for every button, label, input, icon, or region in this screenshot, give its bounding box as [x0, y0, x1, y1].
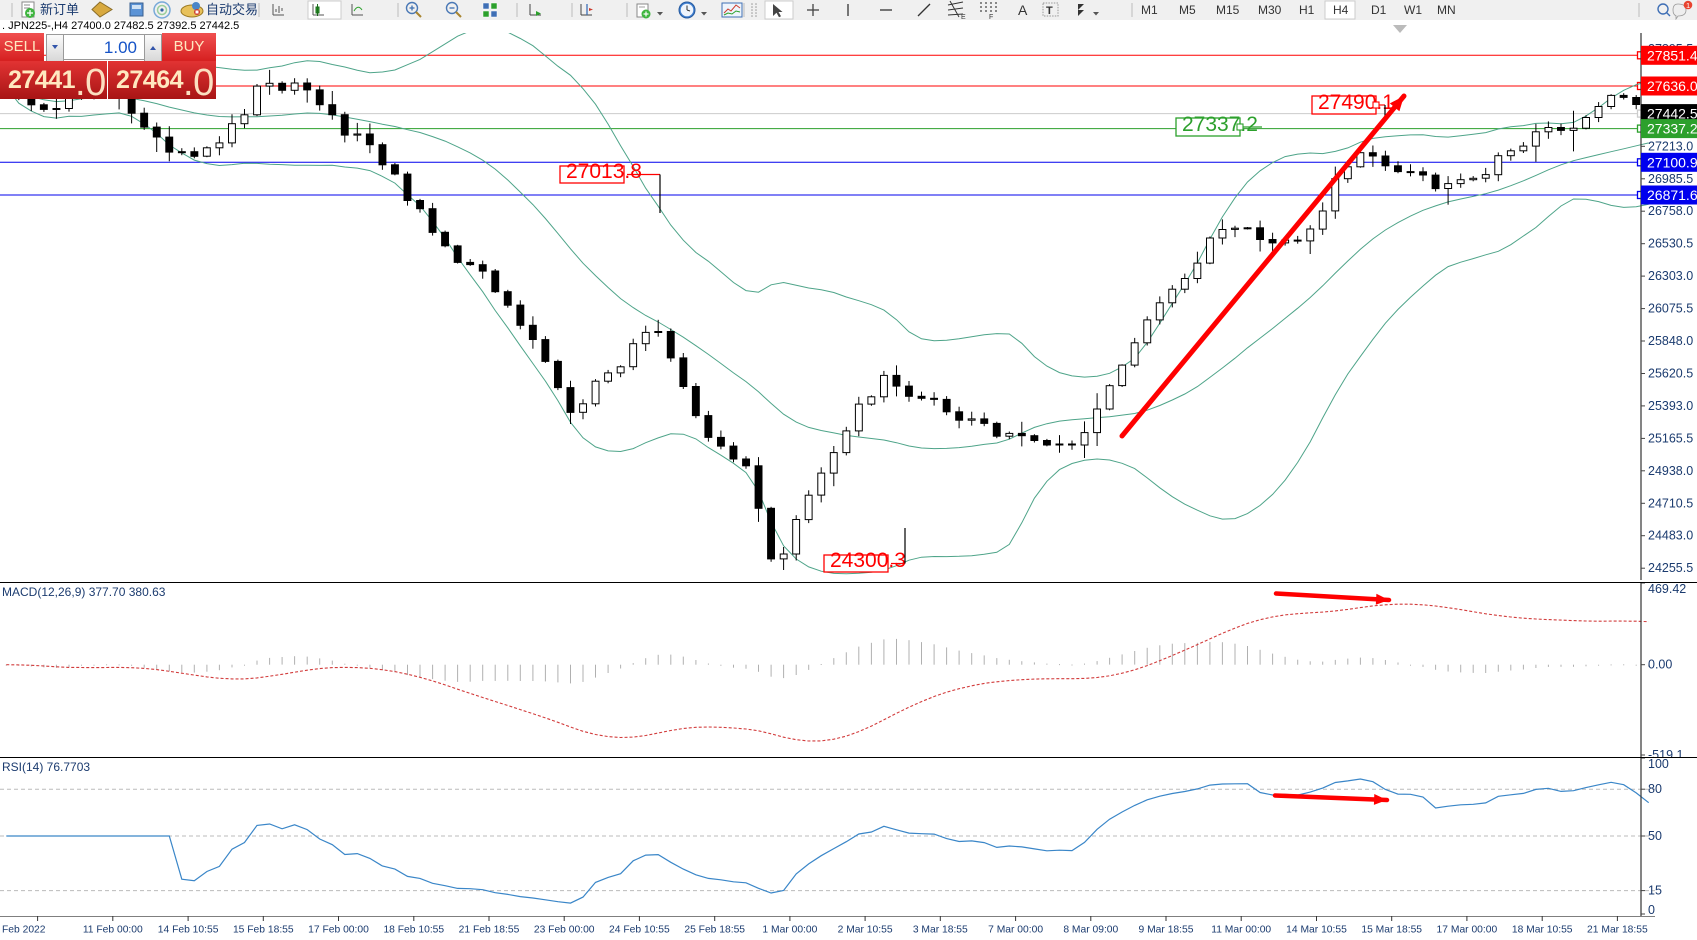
svg-text:M30: M30 — [1258, 3, 1282, 17]
svg-text:17 Mar 00:00: 17 Mar 00:00 — [1437, 925, 1498, 936]
svg-text:D1: D1 — [1371, 3, 1387, 17]
svg-text:A: A — [1018, 2, 1028, 18]
svg-text:8 Mar 09:00: 8 Mar 09:00 — [1063, 925, 1118, 936]
svg-text:H4: H4 — [1333, 3, 1349, 17]
svg-text:Feb 2022: Feb 2022 — [2, 925, 46, 936]
svg-text:9 Mar 18:55: 9 Mar 18:55 — [1139, 925, 1194, 936]
svg-text:M1: M1 — [1141, 3, 1158, 17]
svg-text:14 Feb 10:55: 14 Feb 10:55 — [158, 925, 219, 936]
svg-text:11 Mar 00:00: 11 Mar 00:00 — [1211, 925, 1271, 936]
svg-text:M5: M5 — [1179, 3, 1196, 17]
svg-text:18 Feb 10:55: 18 Feb 10:55 — [383, 925, 444, 936]
svg-text:14 Mar 10:55: 14 Mar 10:55 — [1286, 925, 1347, 936]
svg-text:MN: MN — [1437, 3, 1456, 17]
svg-text:17 Feb 00:00: 17 Feb 00:00 — [308, 925, 369, 936]
svg-text:1: 1 — [1686, 1, 1690, 10]
svg-text:24300.3: 24300.3 — [830, 549, 906, 572]
svg-text:3 Mar 18:55: 3 Mar 18:55 — [913, 925, 968, 936]
svg-text:21 Feb 18:55: 21 Feb 18:55 — [459, 925, 520, 936]
svg-text:自动交易: 自动交易 — [206, 2, 258, 17]
svg-text:15 Feb 18:55: 15 Feb 18:55 — [233, 925, 294, 936]
svg-text:27337.2: 27337.2 — [1182, 113, 1258, 136]
svg-text:27490.1: 27490.1 — [1318, 91, 1394, 114]
svg-text:T: T — [1046, 5, 1053, 17]
svg-text:11 Feb 00:00: 11 Feb 00:00 — [83, 925, 143, 936]
svg-text:27013.8: 27013.8 — [566, 160, 642, 183]
svg-text:2 Mar 10:55: 2 Mar 10:55 — [838, 925, 893, 936]
svg-text:新订单: 新订单 — [40, 2, 79, 17]
svg-text:18 Mar 10:55: 18 Mar 10:55 — [1512, 925, 1573, 936]
svg-text:1 Mar 00:00: 1 Mar 00:00 — [762, 925, 817, 936]
svg-text:H1: H1 — [1299, 3, 1315, 17]
svg-text:M15: M15 — [1216, 3, 1240, 17]
svg-text:15 Mar 18:55: 15 Mar 18:55 — [1361, 925, 1422, 936]
svg-text:23 Feb 00:00: 23 Feb 00:00 — [534, 925, 595, 936]
svg-text:7 Mar 00:00: 7 Mar 00:00 — [988, 925, 1043, 936]
svg-text:W1: W1 — [1404, 3, 1422, 17]
svg-text:21 Mar 18:55: 21 Mar 18:55 — [1587, 925, 1648, 936]
svg-text:24 Feb 10:55: 24 Feb 10:55 — [609, 925, 670, 936]
svg-text:25 Feb 18:55: 25 Feb 18:55 — [684, 925, 745, 936]
